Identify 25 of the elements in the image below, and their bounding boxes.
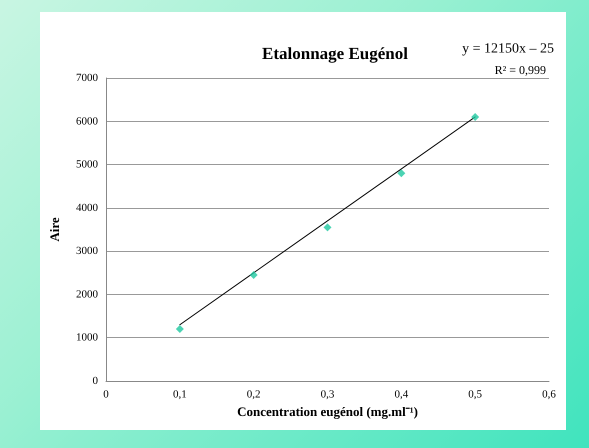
- x-tick-label: 0: [103, 388, 110, 400]
- y-tick-label: 0: [92, 375, 98, 387]
- y-tick-label: 7000: [76, 72, 98, 84]
- y-tick-label: 2000: [76, 288, 98, 300]
- text: R² = 0,999: [494, 63, 546, 77]
- x-tick-label: 0,4: [394, 388, 409, 400]
- point: [250, 270, 258, 279]
- y-tick-label: 6000: [76, 115, 98, 128]
- x-tick-label: 0,5: [468, 388, 483, 400]
- point: [397, 169, 406, 178]
- y-axis-title: Aire: [47, 217, 62, 242]
- point: [176, 325, 184, 334]
- y-tick-label: 1000: [76, 332, 98, 344]
- point: [471, 112, 480, 121]
- text: y = 12150x – 25: [462, 42, 554, 56]
- y-tick-label: 3000: [76, 245, 98, 258]
- point: [324, 223, 332, 232]
- chart-title: Etalonnage Eugénol: [262, 44, 408, 63]
- y-tick-label: 5000: [76, 158, 98, 171]
- x-tick-label: 0,1: [172, 388, 187, 400]
- x-tick-label: 0,6: [542, 388, 556, 400]
- x-axis-title: Concentration eugénol (mg.ml⁻¹): [237, 404, 418, 419]
- x-tick-label: 0,2: [246, 388, 261, 400]
- y-tick-label: 4000: [76, 202, 98, 214]
- x-tick-label: 0,3: [320, 388, 335, 400]
